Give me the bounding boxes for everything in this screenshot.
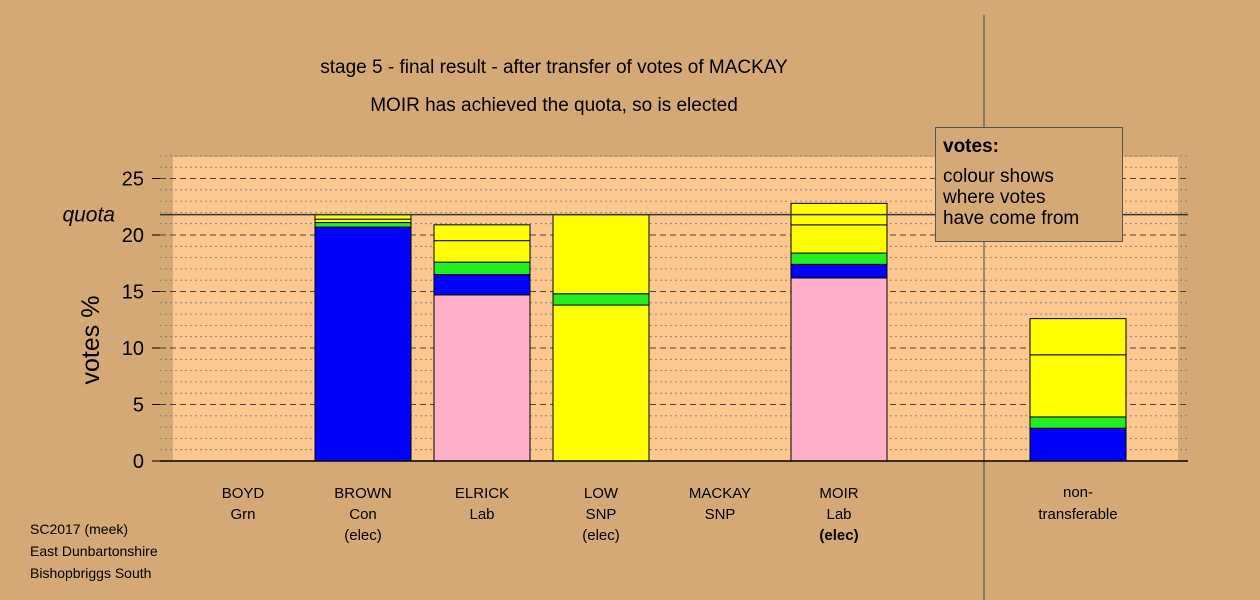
bar-segment-elrick [433, 224, 531, 242]
candidate-status-label: (elec) [582, 527, 620, 544]
candidate-party-label: SNP [586, 506, 617, 523]
bar-segment-non-transferable [1029, 416, 1127, 429]
bar-segment-elrick [433, 261, 531, 276]
bar-segment-elrick [433, 240, 531, 263]
chart-subtitle: MOIR has achieved the quota, so is elect… [370, 95, 738, 116]
y-axis-ticks: 0 5 10 15 20 25 [122, 169, 160, 473]
candidate-name-label: BOYD [222, 485, 265, 502]
legend-box: votes: colour shows where votes have com… [935, 127, 1123, 242]
y-tick-label: 10 [122, 338, 144, 360]
bar-segment-brown [314, 218, 412, 224]
y-tick-label: 15 [122, 282, 144, 304]
candidate-party-label: Con [349, 506, 377, 523]
bar-segment-moir [790, 277, 888, 462]
footer-council: East Dunbartonshire [30, 543, 158, 559]
legend-line: have come from [943, 208, 1080, 229]
candidate-name-label: ELRICK [455, 485, 509, 502]
candidate-party-label: Lab [469, 506, 494, 523]
bar-segment-low [552, 293, 650, 306]
bar-segment-low [552, 304, 650, 462]
bar-segment-brown [314, 222, 412, 228]
candidate-party-label: Lab [826, 506, 851, 523]
candidate-name-label: MACKAY [689, 485, 751, 502]
y-tick-label: 20 [122, 225, 144, 247]
footer-election: SC2017 (meek) [30, 521, 129, 537]
x-axis-labels: BOYD Grn BROWN Con (elec) ELRICK Lab LOW SNP (ele… [222, 484, 1118, 544]
bar-segment-moir [790, 252, 888, 265]
candidate-status-label: (elec) [819, 527, 858, 544]
nontransferable-label: non- [1063, 484, 1093, 501]
legend-title: votes: [943, 136, 999, 157]
bar-segment-elrick [433, 294, 531, 462]
footer-ward: Bishopbriggs South [30, 565, 152, 581]
bar-segment-moir [790, 263, 888, 279]
candidate-party-label: Grn [230, 506, 255, 523]
candidate-name-label: LOW [584, 485, 619, 502]
bar-segment-moir [790, 224, 888, 254]
footer-info: SC2017 (meek) East Dunbartonshire Bishop… [30, 518, 158, 584]
legend-line: where votes [943, 187, 1046, 208]
bars [314, 202, 1127, 462]
quota-label: quota [62, 204, 115, 227]
bar-segment-brown [314, 226, 412, 462]
chart-title: stage 5 - final result - after transfer … [320, 57, 788, 78]
bar-segment-elrick [433, 274, 531, 296]
candidate-name-label: MOIR [819, 485, 858, 502]
y-tick-label: 0 [133, 451, 144, 473]
y-axis-label: votes % [77, 296, 105, 385]
bar-segment-non-transferable [1029, 318, 1127, 356]
bar-segment-non-transferable [1029, 427, 1127, 462]
bar-segment-non-transferable [1029, 354, 1127, 418]
y-tick-label: 25 [122, 169, 144, 191]
candidate-party-label: SNP [705, 506, 736, 523]
y-tick-label: 5 [133, 395, 144, 417]
candidate-status-label: (elec) [344, 527, 382, 544]
candidate-name-label: BROWN [334, 485, 392, 502]
nontransferable-label: transferable [1038, 506, 1117, 523]
legend-line: colour shows [943, 166, 1054, 187]
bar-segment-low [552, 214, 650, 295]
